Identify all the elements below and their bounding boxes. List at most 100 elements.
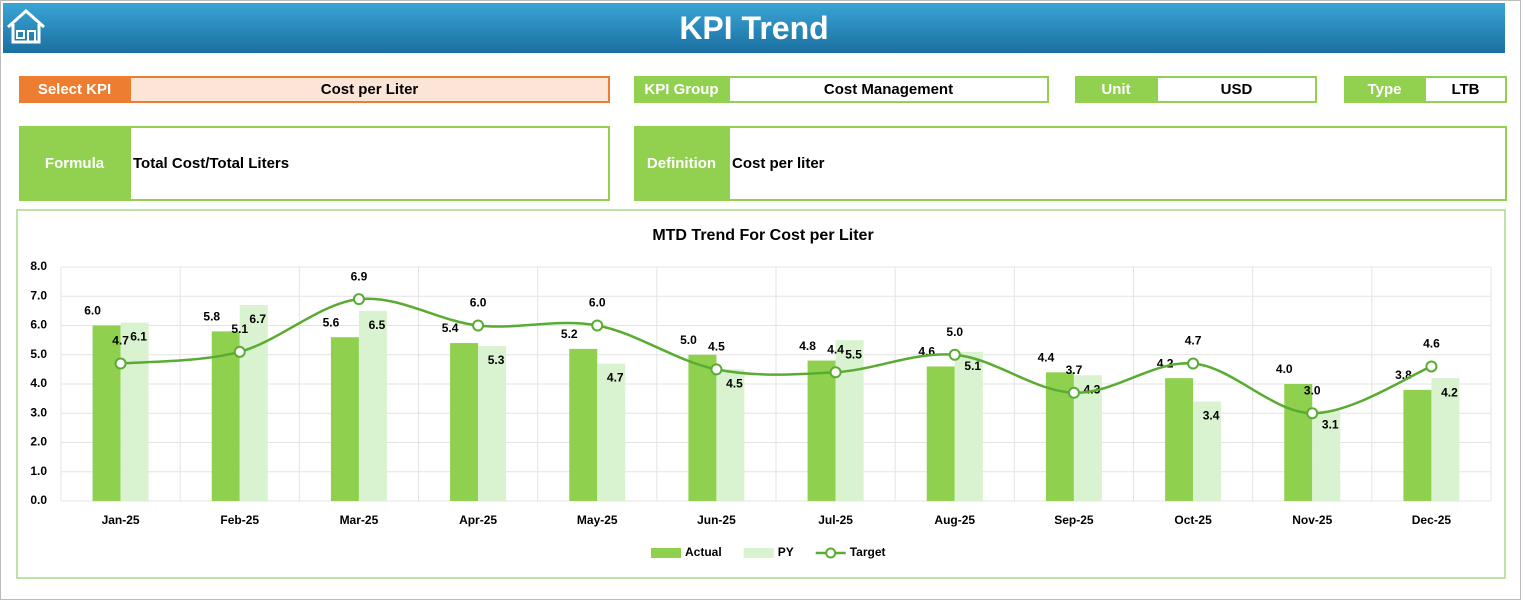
y-tick-label: 7.0 (30, 288, 47, 302)
target-marker (710, 363, 723, 376)
bar (835, 340, 864, 501)
data-label: 5.3 (488, 353, 505, 367)
data-label: 5.5 (845, 347, 862, 361)
x-tick-label: Jul-25 (818, 513, 853, 527)
legend-marker (825, 547, 837, 559)
data-label: 5.2 (561, 327, 578, 341)
y-tick-label: 2.0 (30, 435, 47, 449)
chart-frame (16, 209, 1506, 579)
x-tick-label: Aug-25 (934, 513, 975, 527)
legend-swatch (743, 548, 774, 558)
x-tick-label: Mar-25 (340, 513, 379, 527)
bar (330, 337, 359, 501)
data-label: 4.4 (1038, 350, 1055, 364)
target-marker (352, 293, 365, 306)
data-label: 4.6 (1423, 337, 1440, 351)
data-label: 4.7 (607, 371, 624, 385)
field-label: Unit (1075, 76, 1157, 103)
y-tick-label: 3.0 (30, 405, 47, 419)
bar (478, 345, 507, 501)
x-tick-label: Jun-25 (697, 513, 736, 527)
target-marker (472, 319, 485, 332)
data-label: 5.1 (231, 322, 248, 336)
bar (92, 325, 121, 501)
y-tick-label: 8.0 (30, 259, 47, 273)
x-tick-label: May-25 (577, 513, 618, 527)
x-tick-label: Sep-25 (1054, 513, 1094, 527)
target-marker (1187, 357, 1200, 370)
bar (807, 360, 836, 501)
target-marker (233, 345, 246, 358)
data-label: 6.9 (351, 269, 368, 283)
data-label: 6.0 (589, 296, 606, 310)
legend-label: Target (850, 545, 886, 559)
field-value: LTB (1424, 76, 1507, 103)
field-label: Select KPI (19, 76, 130, 103)
data-label: 5.1 (964, 359, 981, 373)
bar (716, 369, 745, 501)
target-marker (591, 319, 604, 332)
chart-title: MTD Trend For Cost per Liter (652, 227, 873, 244)
y-tick-label: 5.0 (30, 347, 47, 361)
field-value[interactable]: Cost per Liter (129, 76, 610, 103)
data-label: 5.0 (680, 333, 697, 347)
bar (211, 331, 240, 501)
target-line (120, 297, 1432, 415)
data-label: 5.6 (323, 315, 340, 329)
bar (569, 348, 598, 501)
bar (1165, 378, 1194, 501)
legend-label: Actual (685, 545, 722, 559)
data-label: 4.7 (1185, 334, 1202, 348)
bar (1312, 410, 1341, 501)
bar (597, 363, 626, 501)
data-label: 6.0 (84, 304, 101, 318)
field-label: Type (1344, 76, 1425, 103)
bar (358, 310, 387, 501)
bar (450, 343, 479, 501)
x-tick-label: Feb-25 (220, 513, 259, 527)
data-label: 4.5 (708, 340, 725, 354)
bar (1403, 389, 1432, 501)
data-label: 5.8 (203, 310, 220, 324)
target-marker (114, 357, 127, 370)
y-tick-label: 1.0 (30, 464, 47, 478)
data-label: 6.0 (470, 296, 487, 310)
data-label: 4.0 (1276, 362, 1293, 376)
data-label: 4.5 (726, 377, 743, 391)
bar (1284, 384, 1313, 501)
bar (688, 354, 717, 501)
data-label: 5.4 (442, 321, 459, 335)
field-value: Cost per liter (728, 126, 1507, 201)
legend-label: PY (778, 545, 794, 559)
x-tick-label: Dec-25 (1412, 513, 1452, 527)
target-marker (1067, 386, 1080, 399)
data-label: 4.7 (112, 334, 129, 348)
field-label: Definition (634, 126, 729, 201)
data-label: 4.4 (827, 342, 844, 356)
legend-swatch (651, 548, 681, 558)
x-tick-label: Oct-25 (1174, 513, 1212, 527)
field-label: KPI Group (634, 76, 729, 103)
bar (239, 305, 268, 501)
y-tick-label: 6.0 (30, 318, 47, 332)
y-tick-label: 4.0 (30, 376, 47, 390)
bar (954, 351, 983, 501)
target-marker (829, 366, 842, 379)
field-value: Cost Management (728, 76, 1049, 103)
field-value: USD (1156, 76, 1317, 103)
x-tick-label: Apr-25 (459, 513, 497, 527)
data-label: 6.1 (130, 330, 147, 344)
bar (1431, 378, 1460, 501)
field-label: Formula (19, 126, 130, 201)
data-label: 5.0 (946, 325, 963, 339)
data-label: 4.2 (1441, 385, 1458, 399)
target-marker (1306, 407, 1319, 420)
data-label: 3.1 (1322, 417, 1339, 431)
home-icon[interactable] (5, 7, 47, 45)
target-marker (948, 348, 961, 361)
data-label: 4.8 (799, 339, 816, 353)
bar (1193, 401, 1222, 501)
data-label: 6.5 (369, 318, 386, 332)
field-value: Total Cost/Total Liters (129, 126, 610, 201)
